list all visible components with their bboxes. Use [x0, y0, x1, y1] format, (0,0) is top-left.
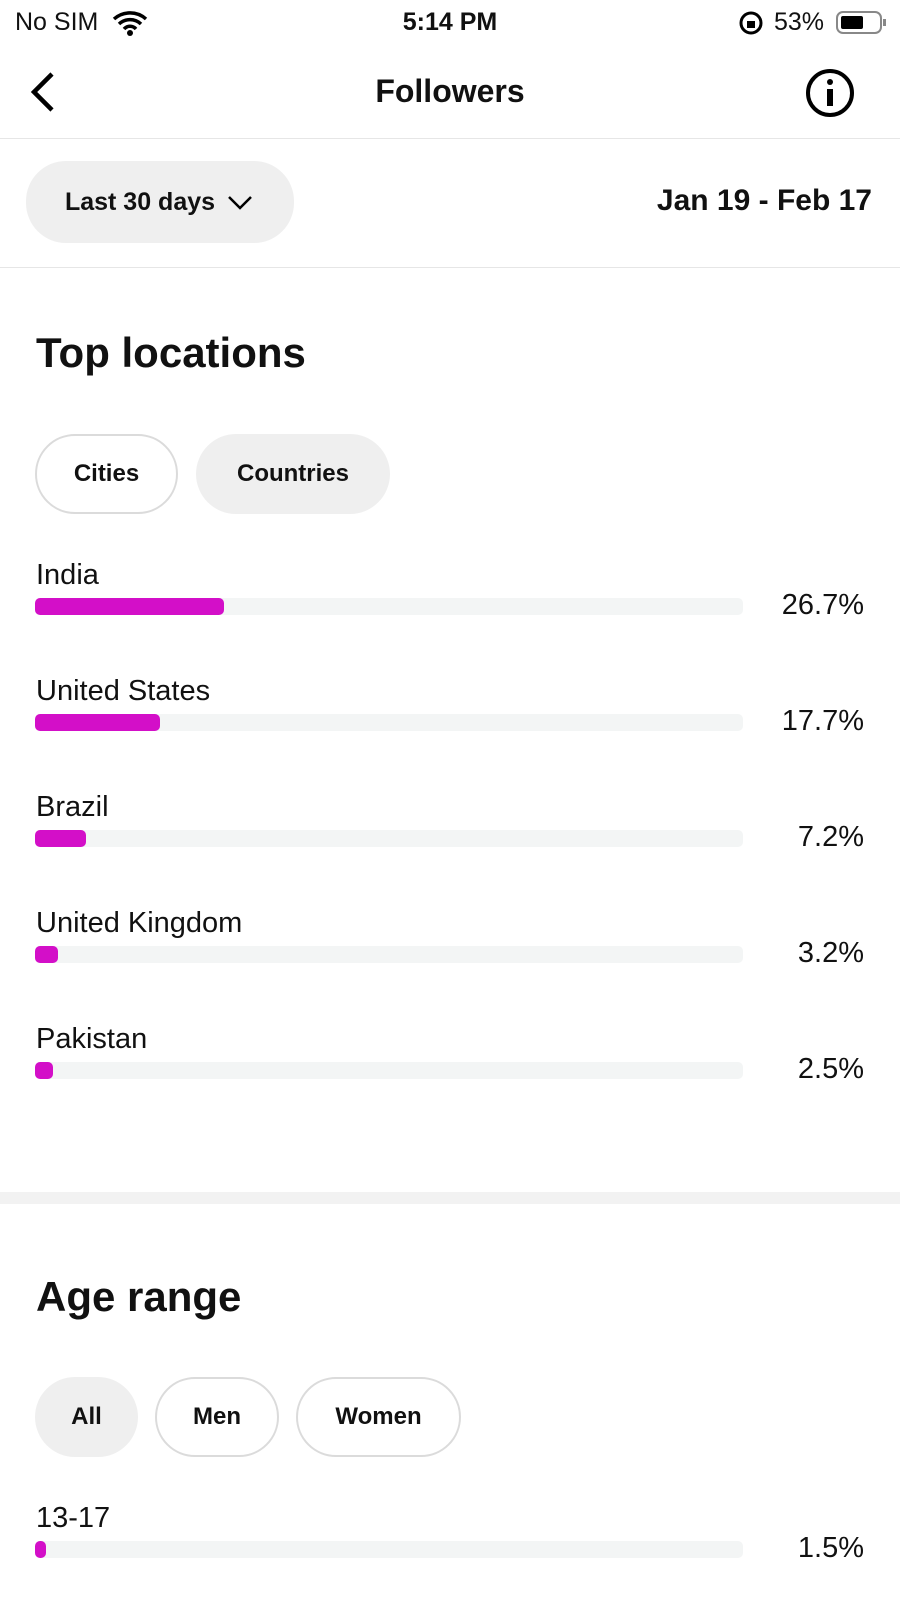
- value-label: 7.2%: [797, 821, 864, 853]
- bar-track: [35, 830, 743, 847]
- bar-track: [35, 1541, 743, 1558]
- row-label: Pakistan: [36, 1023, 148, 1055]
- range-dropdown[interactable]: Last 30 days: [26, 161, 294, 243]
- divider: [0, 267, 900, 268]
- bar: [35, 1541, 46, 1558]
- tab[interactable]: Cities: [35, 434, 178, 514]
- chevron-down: [228, 196, 252, 210]
- battery-level: 53%: [774, 8, 825, 36]
- bar: [35, 1062, 53, 1079]
- section-separator: [0, 1192, 900, 1204]
- wifi-icon: [112, 11, 148, 36]
- lock-icon: [739, 11, 763, 35]
- row-label: Brazil: [36, 791, 109, 823]
- bar: [35, 714, 161, 731]
- row-label: United Kingdom: [36, 907, 243, 939]
- value-label: 1.5%: [797, 1532, 864, 1564]
- bar-track: [35, 1062, 743, 1079]
- tab[interactable]: Countries: [196, 434, 390, 514]
- section-title: Age range: [36, 1273, 242, 1320]
- bar-track: [35, 714, 743, 731]
- row-label: India: [36, 559, 99, 591]
- value-label: 26.7%: [781, 589, 864, 621]
- back-button[interactable]: [26, 70, 58, 114]
- value-label: 17.7%: [781, 705, 864, 737]
- row-label: United States: [36, 675, 211, 707]
- carrier: No SIM: [15, 8, 99, 36]
- info-button[interactable]: [804, 67, 856, 119]
- tab[interactable]: Men: [155, 1377, 279, 1457]
- battery-icon: [836, 11, 886, 34]
- bar-track: [35, 598, 743, 615]
- bar: [35, 830, 86, 847]
- section-title: Top locations: [36, 329, 306, 376]
- bar: [35, 946, 58, 963]
- tab[interactable]: All: [35, 1377, 138, 1457]
- value-label: 3.2%: [797, 937, 864, 969]
- divider: [0, 138, 900, 139]
- row-label: 13-17: [36, 1502, 111, 1534]
- page-title: Followers: [375, 73, 525, 109]
- time: 5:14 PM: [402, 8, 498, 36]
- bar-track: [35, 946, 743, 963]
- bar: [35, 598, 225, 615]
- range-label: Last 30 days: [64, 187, 216, 216]
- value-label: 2.5%: [797, 1053, 864, 1085]
- date-range: Jan 19 - Feb 17: [656, 184, 872, 217]
- tab[interactable]: Women: [296, 1377, 461, 1457]
